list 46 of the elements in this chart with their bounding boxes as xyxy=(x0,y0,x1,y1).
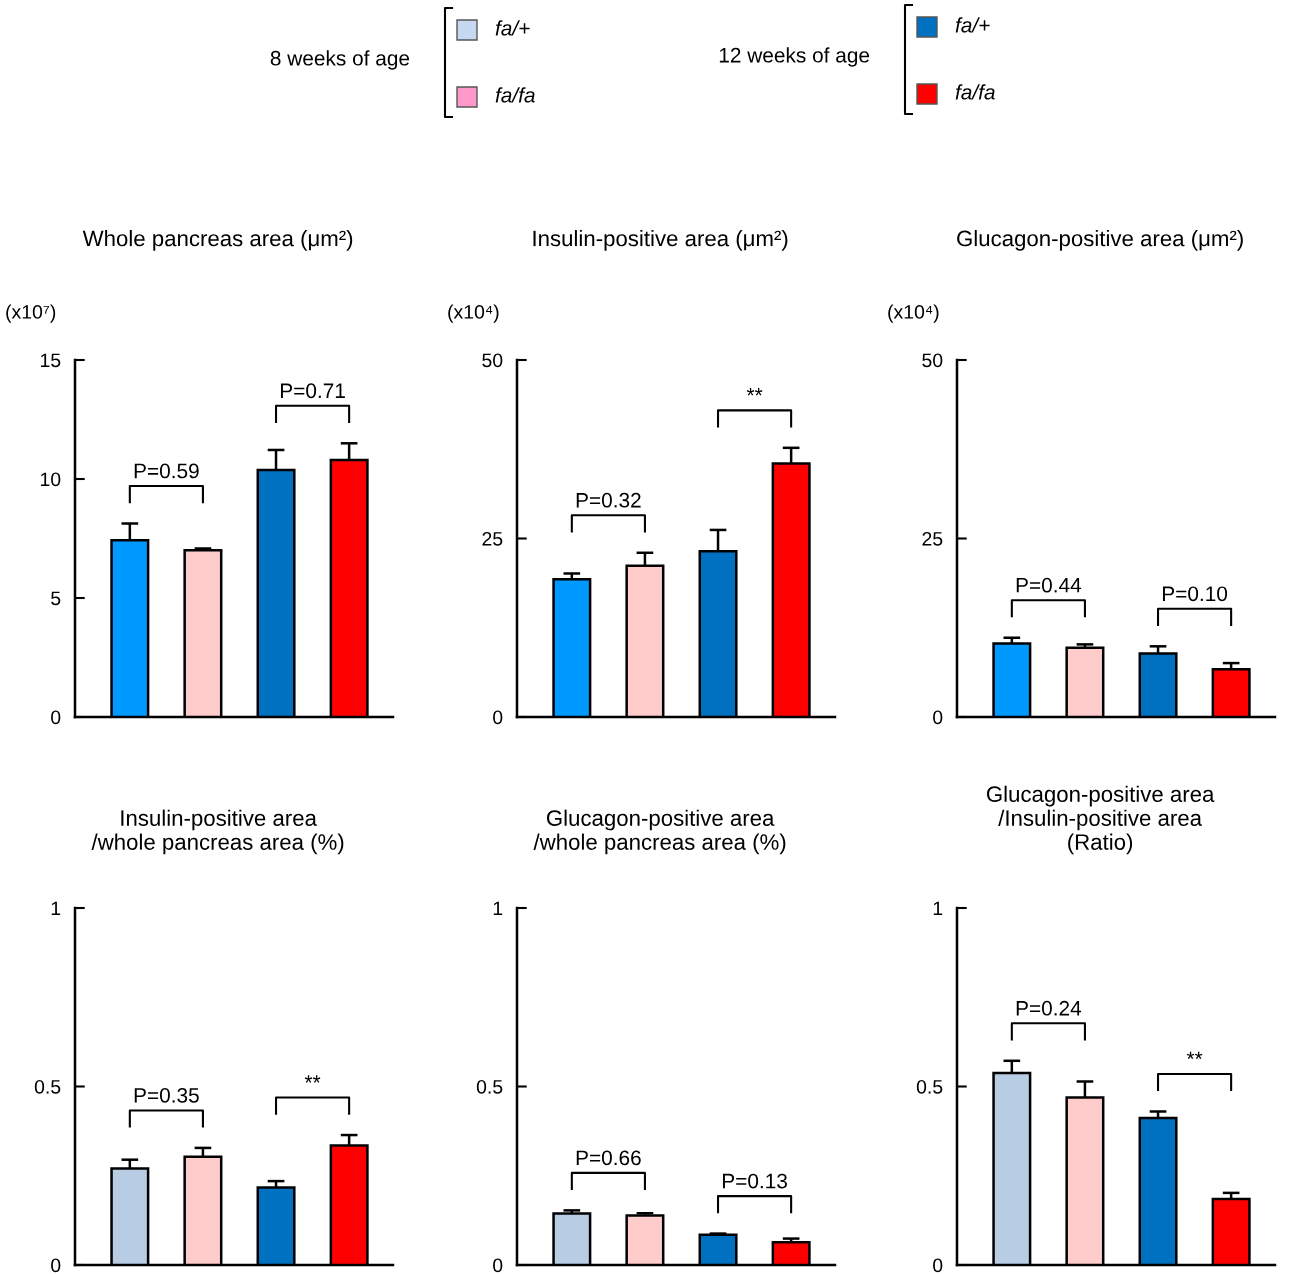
annotation: ** xyxy=(746,388,763,396)
annotation: P=0.44 xyxy=(1016,577,1082,593)
legend-label: fa/fa xyxy=(955,84,995,100)
y-tick-label: 0 xyxy=(933,1258,943,1273)
chart-title: Glucagon-positive area /whole pancreas area (%) xyxy=(533,809,786,855)
y-axis-title: (x10⁴) xyxy=(888,304,939,323)
annotation: P=0.24 xyxy=(1016,1000,1082,1016)
annotation: P=0.59 xyxy=(134,463,199,479)
annotation: P=0.10 xyxy=(1162,586,1228,602)
y-tick-label: 25 xyxy=(922,531,943,546)
y-axis-title: (x10⁴) xyxy=(448,304,499,323)
legend-label: fa/+ xyxy=(495,20,530,36)
legend-label: fa/+ xyxy=(955,17,990,33)
y-tick-label: 5 xyxy=(51,591,61,606)
y-tick-label: 1 xyxy=(493,901,503,916)
y-tick-label: 10 xyxy=(40,472,61,487)
y-axis-title: (x10⁷) xyxy=(6,304,56,323)
chart-title: Insulin-positive area /whole pancreas area (%) xyxy=(91,809,344,855)
annotation: ** xyxy=(1186,1051,1203,1060)
y-tick-label: 0 xyxy=(493,710,503,725)
annotation: P=0.71 xyxy=(280,383,345,399)
y-tick-label: 1 xyxy=(51,901,61,916)
y-tick-label: 50 xyxy=(922,353,943,368)
chart-title: Glucagon-positive area (μm²) xyxy=(957,230,1243,251)
y-tick-label: 0 xyxy=(51,1258,61,1273)
y-tick-label: 0 xyxy=(933,710,943,725)
y-tick-label: 0 xyxy=(51,710,61,725)
annotation: P=0.13 xyxy=(722,1173,787,1189)
text: 12 weeks of age xyxy=(719,47,870,67)
annotation: P=0.32 xyxy=(576,492,641,508)
y-tick-label: 0.5 xyxy=(916,1079,943,1094)
y-tick-label: 1 xyxy=(933,901,943,916)
y-tick-label: 0 xyxy=(493,1258,503,1273)
y-tick-label: 25 xyxy=(482,531,503,546)
legend-label: fa/fa xyxy=(495,87,535,103)
y-tick-label: 0.5 xyxy=(34,1079,61,1094)
annotation: P=0.35 xyxy=(134,1087,199,1103)
y-tick-label: 15 xyxy=(40,353,61,368)
chart-title: Insulin-positive area (μm²) xyxy=(533,230,788,251)
y-tick-label: 50 xyxy=(482,353,503,368)
y-tick-label: 0.5 xyxy=(476,1079,503,1094)
chart-title: Whole pancreas area (μm²) xyxy=(82,230,353,251)
annotation: ** xyxy=(304,1075,321,1083)
annotation: P=0.66 xyxy=(576,1150,641,1166)
text: 8 weeks of age xyxy=(270,50,410,70)
chart-title: Glucagon-positive area /Insulin-positive area (Ratio) xyxy=(986,785,1215,855)
